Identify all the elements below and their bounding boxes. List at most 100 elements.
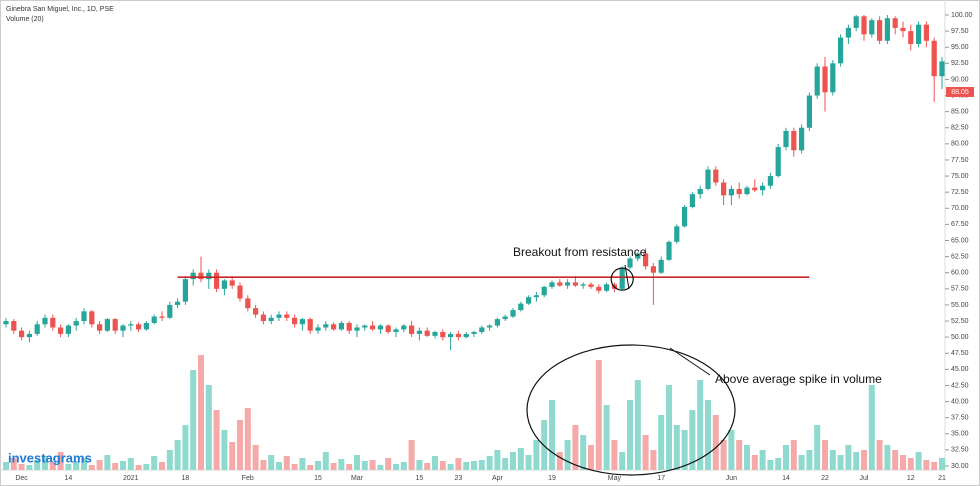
x-tick-label: 15 <box>416 475 424 482</box>
candle-body <box>838 37 844 64</box>
x-tick-label: Apr <box>492 475 504 482</box>
volume-bar <box>299 458 306 470</box>
candle-body <box>237 285 243 299</box>
volume-bar <box>845 445 852 470</box>
volume-bar <box>673 425 680 470</box>
candle-body <box>705 169 711 189</box>
volume-bar <box>447 464 454 470</box>
volume-bar <box>385 458 392 470</box>
candle-body <box>182 279 188 302</box>
candle-body <box>104 319 110 331</box>
candle-body <box>143 322 149 330</box>
candle-body <box>346 322 352 331</box>
y-tick-label: 92.50 <box>951 60 969 67</box>
y-tick-label: 100.00 <box>951 12 973 19</box>
volume-bar <box>252 445 259 470</box>
candle-body <box>214 272 220 289</box>
volume-bar <box>720 440 727 470</box>
candle-body <box>900 27 906 32</box>
y-tick-label: 47.50 <box>951 350 969 357</box>
volume-bar <box>42 456 48 470</box>
volume-bar <box>510 452 516 470</box>
volume-bar <box>486 456 493 470</box>
volume-bar <box>502 458 509 470</box>
y-tick-label: 45.00 <box>951 366 969 373</box>
volume-bar <box>759 450 766 470</box>
volume-bar <box>868 385 875 470</box>
volume-bar <box>572 425 579 470</box>
volume-bar <box>408 440 415 470</box>
volume-bar <box>112 463 119 470</box>
candle-body <box>791 130 797 151</box>
y-tick-label: 35.00 <box>951 431 969 438</box>
candle-body <box>494 319 500 326</box>
candle-body <box>299 319 305 325</box>
volume-bar <box>361 461 368 470</box>
candle-body <box>292 317 298 325</box>
callout-line <box>624 264 630 290</box>
x-tick-label: Dec <box>15 475 28 482</box>
x-tick-label: Jun <box>726 475 737 482</box>
volume-bar <box>736 440 743 470</box>
volume-bar <box>88 465 95 470</box>
candle-body <box>916 24 922 44</box>
y-tick-label: 60.00 <box>951 270 969 277</box>
x-tick-label: 2021 <box>123 475 139 482</box>
volume-bar <box>159 462 165 470</box>
candle-body <box>323 324 329 328</box>
candle-body <box>276 314 282 318</box>
volume-bar <box>81 458 87 470</box>
candle-body <box>845 27 851 38</box>
x-tick-label: 23 <box>455 475 463 482</box>
y-tick-label: 67.50 <box>951 221 969 228</box>
candle-body <box>167 304 173 318</box>
volume-bar <box>783 445 789 470</box>
candle-body <box>783 130 789 148</box>
volume-bar <box>595 360 602 470</box>
candle-body <box>198 272 204 280</box>
volume-bar <box>611 440 618 470</box>
volume-bar <box>49 462 56 470</box>
candle-body <box>799 127 805 151</box>
volume-bar <box>455 458 462 470</box>
candle-body <box>385 325 391 332</box>
candle-body <box>744 187 750 195</box>
candle-body <box>315 327 321 331</box>
volume-bar <box>939 458 945 470</box>
volume-bar <box>120 461 126 470</box>
volume-bar <box>432 456 438 470</box>
volume-bar <box>237 420 243 470</box>
volume-bar <box>751 455 758 470</box>
candle-body <box>635 253 641 259</box>
volume-bar <box>174 440 181 470</box>
candle-body <box>806 95 812 128</box>
x-tick-label: 12 <box>907 475 915 482</box>
volume-bar <box>829 450 836 470</box>
volume-bar <box>151 456 158 470</box>
candle-body <box>34 324 40 334</box>
candle-body <box>619 267 625 289</box>
volume-bar <box>127 458 134 470</box>
y-tick-label: 42.50 <box>951 382 969 389</box>
volume-bar <box>198 355 204 470</box>
volume-bar <box>884 445 891 470</box>
volume-bar <box>166 450 173 470</box>
volume-bar <box>494 450 501 470</box>
chart-title: Ginebra San Miguel, Inc., 1D, PSE <box>6 6 114 13</box>
volume-bar <box>744 445 750 470</box>
volume-bar <box>931 462 938 470</box>
candle-body <box>728 188 734 196</box>
volume-bar <box>330 463 337 470</box>
candle-body <box>580 284 586 286</box>
candle-body <box>432 331 438 336</box>
volume-bar <box>564 440 571 470</box>
candle-body <box>128 324 134 326</box>
x-tick-label: 14 <box>65 475 73 482</box>
volume-bar <box>377 465 384 470</box>
x-tick-label: 19 <box>548 475 556 482</box>
candle-body <box>869 20 875 35</box>
volume-bar <box>541 420 548 470</box>
volume-bar <box>588 445 594 470</box>
volume-bar <box>10 458 17 470</box>
y-tick-label: 85.00 <box>951 108 969 115</box>
